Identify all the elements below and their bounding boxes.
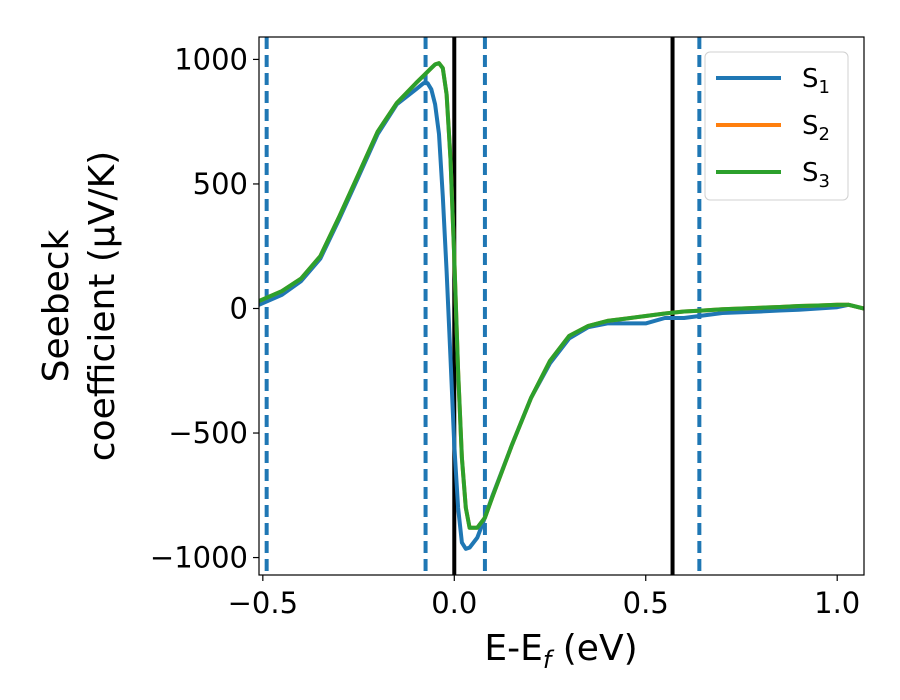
legend: S1 S2 S3 — [704, 51, 849, 201]
x-axis-title-main: E-E — [484, 628, 542, 669]
y-tick-label: 0 — [230, 291, 248, 325]
y-tick-label: 500 — [193, 167, 248, 201]
series-line-s3 — [259, 61, 864, 530]
series-line-s1 — [259, 81, 864, 551]
x-tick-label: 0.5 — [623, 586, 669, 620]
x-axis-title: E-Ef (eV) — [484, 628, 637, 674]
y-axis-title-line2: coefficient (μV/K) — [82, 151, 123, 461]
x-axis-title-unit: (eV) — [551, 628, 637, 669]
y-axis-title: Seebeck coefficient (μV/K) — [36, 151, 123, 461]
y-tick-label: −500 — [168, 416, 248, 450]
legend-label-s3: S3 — [802, 158, 830, 192]
x-tick-label: 1.0 — [814, 586, 860, 620]
x-tick-label: −0.5 — [228, 586, 298, 620]
legend-label-s1: S1 — [802, 64, 830, 98]
y-axis-title-line1: Seebeck — [36, 229, 77, 382]
y-tick-label: 1000 — [174, 42, 248, 76]
plot-frame — [258, 36, 865, 576]
x-tick-label: 0.0 — [431, 586, 477, 620]
legend-label-s2: S2 — [802, 111, 830, 145]
y-tick-label: −1000 — [150, 541, 248, 575]
